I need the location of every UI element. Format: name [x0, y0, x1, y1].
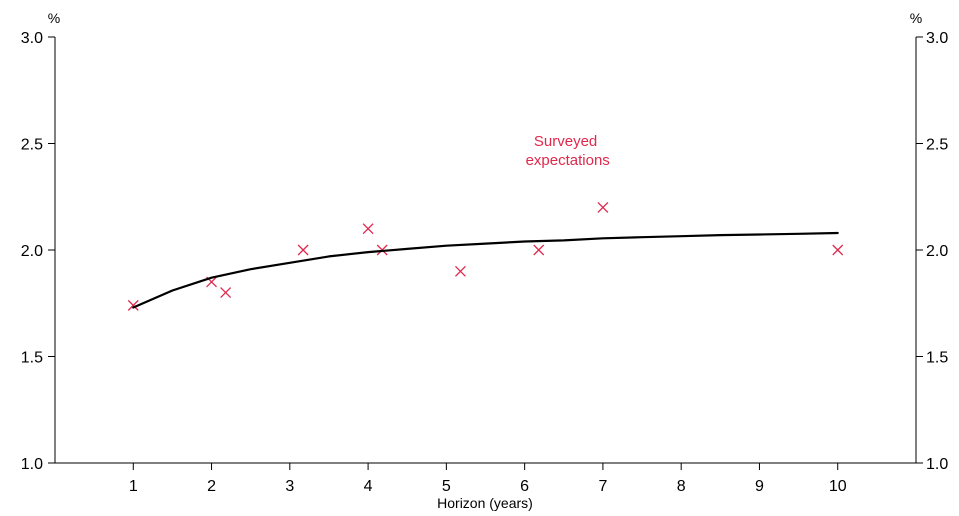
y-tick-label-right: 1.5 [926, 350, 948, 367]
y-tick-label-right: 3.0 [926, 30, 948, 47]
y-tick-label-left: 1.0 [21, 456, 43, 473]
x-tick-label: 4 [364, 478, 373, 495]
fitted-curve [132, 231, 839, 309]
labels-layer: 1.0 1.0 1.5 1.5 2.0 2.0 2.5 2.5 3.0 3.0 1 2 3 4 5 6 7 8 9 1… [21, 30, 949, 495]
y-unit-left-label: % [48, 10, 60, 26]
series-layer [127, 201, 844, 311]
x-tick-label: 3 [285, 478, 294, 495]
y-unit-right-label: % [910, 10, 922, 26]
scatter-point [362, 223, 374, 235]
y-tick-label-left: 2.0 [21, 243, 43, 260]
scatter-point [832, 244, 844, 256]
scatter-point [297, 244, 309, 256]
x-tick-label: 1 [129, 478, 138, 495]
x-tick-label: 7 [598, 478, 607, 495]
x-tick-label: 10 [829, 478, 847, 495]
scatter-point [220, 287, 232, 299]
scatter-point [597, 201, 609, 213]
annotation-line-2: expectations [526, 152, 610, 169]
y-tick-label-left: 2.5 [21, 137, 43, 154]
x-tick-label: 9 [755, 478, 764, 495]
axes-layer [48, 36, 923, 470]
x-tick-label: 2 [207, 478, 216, 495]
x-tick-label: 8 [677, 478, 686, 495]
annotation-line-1: Surveyed [534, 133, 597, 150]
x-tick-label: 5 [442, 478, 451, 495]
scatter-point [454, 265, 466, 277]
surveyed-expectations-annotation: Surveyed expectations [526, 133, 610, 169]
y-tick-label-right: 2.0 [926, 243, 948, 260]
y-tick-label-right: 1.0 [926, 456, 948, 473]
x-axis-title: Horizon (years) [437, 495, 533, 511]
y-tick-label-right: 2.5 [926, 137, 948, 154]
scatter-point [533, 244, 545, 256]
y-tick-label-left: 1.5 [21, 350, 43, 367]
scatter-point [127, 299, 139, 311]
y-tick-label-left: 3.0 [21, 30, 43, 47]
x-tick-label: 6 [520, 478, 529, 495]
